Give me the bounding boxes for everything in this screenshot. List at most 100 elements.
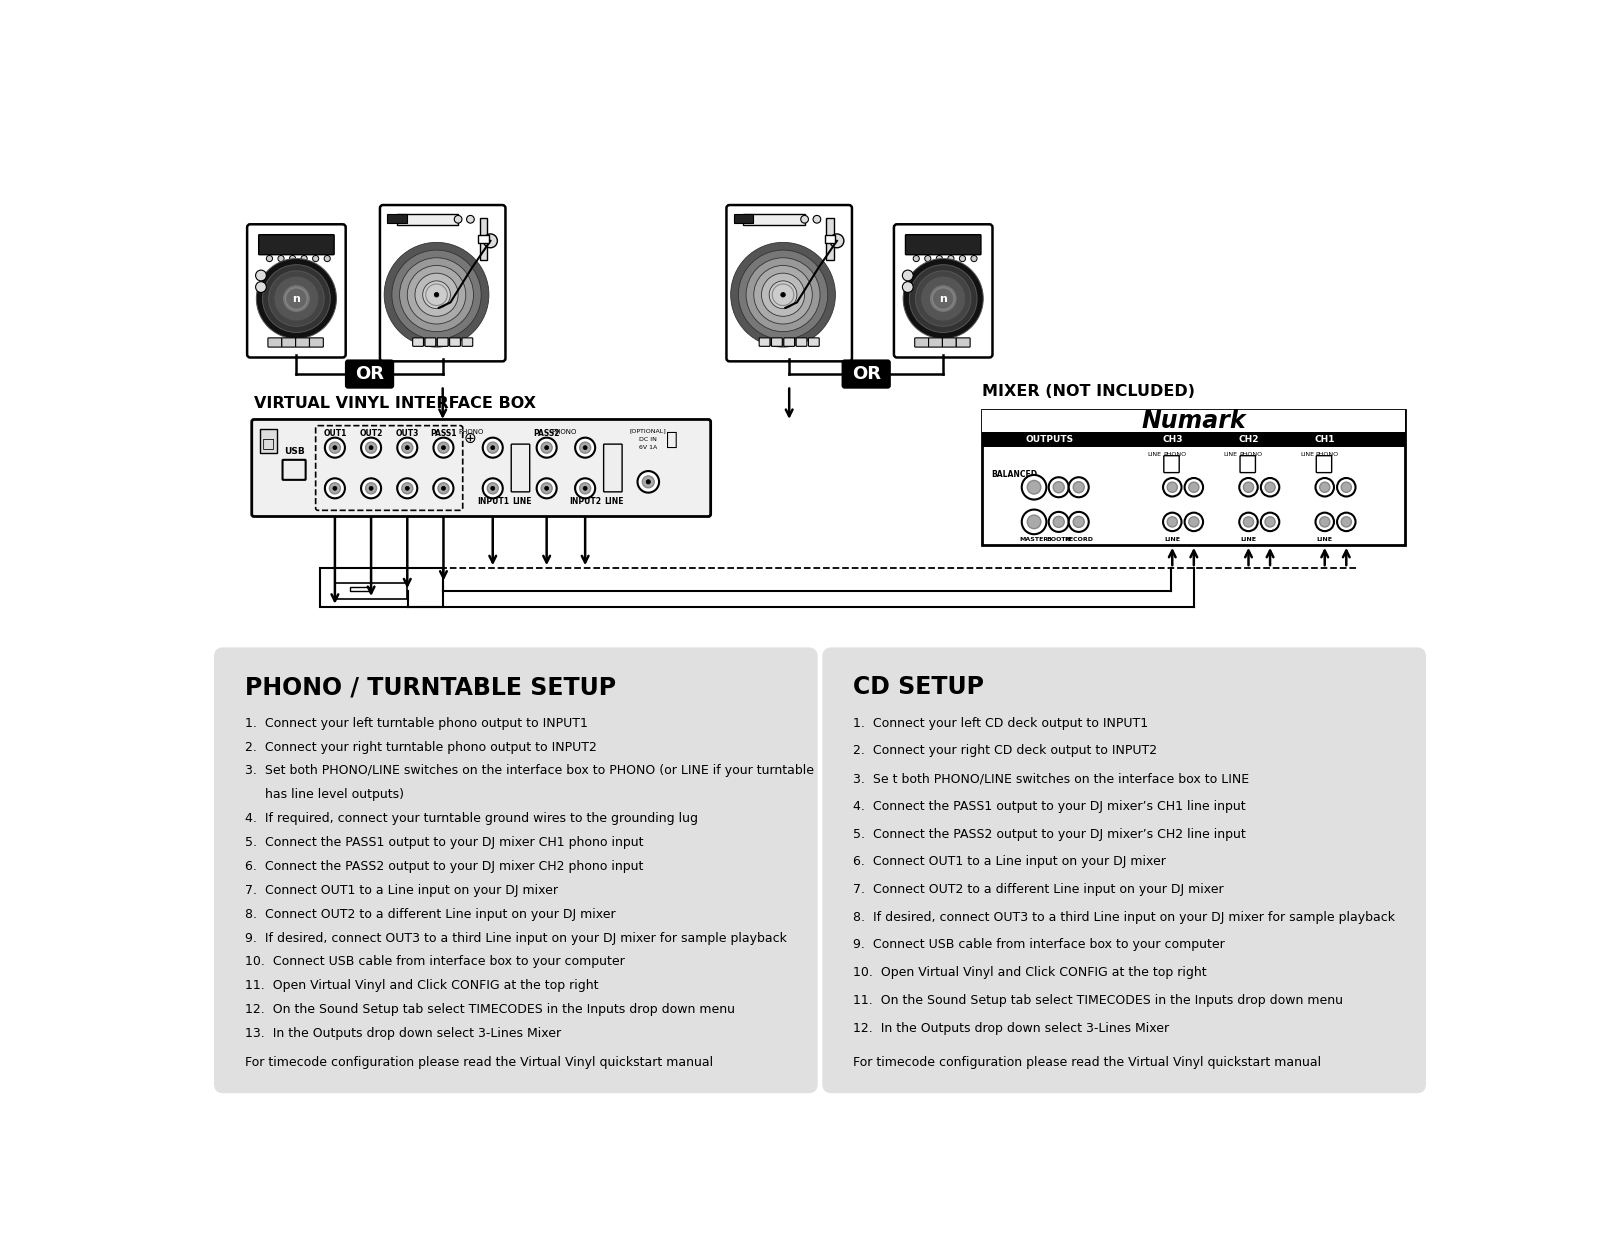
Text: PHONO: PHONO <box>1315 452 1339 456</box>
Text: OUTPUTS: OUTPUTS <box>1026 435 1074 444</box>
FancyBboxPatch shape <box>450 338 461 346</box>
Text: L: L <box>574 444 578 450</box>
FancyBboxPatch shape <box>259 235 334 255</box>
Text: LINE: LINE <box>1147 452 1162 456</box>
Circle shape <box>402 482 413 494</box>
Text: 7.  Connect OUT2 to a different Line input on your DJ mixer: 7. Connect OUT2 to a different Line inpu… <box>853 883 1224 896</box>
Circle shape <box>774 286 792 304</box>
Circle shape <box>902 270 914 281</box>
Text: 8.  Connect OUT2 to a different Line input on your DJ mixer: 8. Connect OUT2 to a different Line inpu… <box>245 908 616 920</box>
Text: 2.  Connect your right turntable phono output to INPUT2: 2. Connect your right turntable phono ou… <box>245 741 597 753</box>
Text: DC IN: DC IN <box>640 437 658 442</box>
FancyBboxPatch shape <box>603 444 622 492</box>
Circle shape <box>397 438 418 458</box>
Bar <box>334 584 408 599</box>
Text: PASS1: PASS1 <box>430 429 456 438</box>
Circle shape <box>909 265 978 333</box>
Text: 13.  In the Outputs drop down select 3-Lines Mixer: 13. In the Outputs drop down select 3-Li… <box>245 1027 562 1040</box>
Circle shape <box>582 445 587 450</box>
Bar <box>387 214 406 223</box>
Circle shape <box>544 486 549 490</box>
Circle shape <box>1166 482 1178 492</box>
Circle shape <box>488 482 498 494</box>
Circle shape <box>269 271 325 327</box>
Bar <box>982 411 1405 546</box>
Circle shape <box>405 486 410 490</box>
Circle shape <box>1261 477 1280 496</box>
Circle shape <box>405 445 410 450</box>
Circle shape <box>414 273 458 317</box>
Circle shape <box>1166 517 1178 527</box>
Bar <box>397 214 458 225</box>
Text: OUT1: OUT1 <box>323 429 347 438</box>
Circle shape <box>922 277 965 320</box>
Circle shape <box>731 242 835 348</box>
Circle shape <box>1338 512 1355 531</box>
Circle shape <box>256 282 266 292</box>
Circle shape <box>930 285 957 313</box>
Circle shape <box>330 482 341 494</box>
Text: PASS2: PASS2 <box>533 429 560 438</box>
Circle shape <box>1320 482 1330 492</box>
Circle shape <box>362 479 381 499</box>
Text: OR: OR <box>355 365 384 383</box>
Circle shape <box>637 471 659 492</box>
Circle shape <box>1048 512 1069 532</box>
Circle shape <box>947 256 954 262</box>
Circle shape <box>442 486 445 490</box>
Circle shape <box>541 442 552 453</box>
Circle shape <box>365 442 376 453</box>
Circle shape <box>1027 515 1042 528</box>
Circle shape <box>454 215 462 223</box>
Circle shape <box>256 270 266 281</box>
Text: OR: OR <box>851 365 880 383</box>
Circle shape <box>1074 516 1085 527</box>
Circle shape <box>1341 517 1352 527</box>
Bar <box>261 429 277 453</box>
Circle shape <box>301 256 307 262</box>
Text: INPUT1: INPUT1 <box>477 497 509 506</box>
Text: n: n <box>939 293 947 303</box>
Circle shape <box>1266 517 1275 527</box>
Circle shape <box>1074 481 1085 492</box>
Circle shape <box>370 445 373 450</box>
Text: USB: USB <box>283 447 304 456</box>
FancyBboxPatch shape <box>1163 455 1179 473</box>
Text: 4.  Connect the PASS1 output to your DJ mixer’s CH1 line input: 4. Connect the PASS1 output to your DJ m… <box>853 800 1246 813</box>
Circle shape <box>288 291 304 307</box>
Circle shape <box>579 482 590 494</box>
Circle shape <box>762 273 805 317</box>
Text: VIRTUAL VINYL INTERFACE BOX: VIRTUAL VINYL INTERFACE BOX <box>254 396 536 411</box>
Text: L: L <box>482 444 485 450</box>
Circle shape <box>438 442 450 453</box>
Bar <box>478 235 490 244</box>
Circle shape <box>813 215 821 223</box>
Text: 9.  Connect USB cable from interface box to your computer: 9. Connect USB cable from interface box … <box>853 939 1226 951</box>
Circle shape <box>1022 510 1046 534</box>
Text: CD SETUP: CD SETUP <box>853 675 984 699</box>
FancyBboxPatch shape <box>957 338 970 348</box>
Circle shape <box>1184 512 1203 531</box>
Circle shape <box>491 486 494 490</box>
Circle shape <box>442 445 445 450</box>
Text: 11.  Open Virtual Vinyl and Click CONFIG at the top right: 11. Open Virtual Vinyl and Click CONFIG … <box>245 980 598 992</box>
Text: L: L <box>397 444 400 450</box>
Text: R: R <box>432 485 437 491</box>
Circle shape <box>746 257 821 332</box>
Circle shape <box>275 277 318 320</box>
FancyBboxPatch shape <box>1317 455 1331 473</box>
Text: 1.  Connect your left turntable phono output to INPUT1: 1. Connect your left turntable phono out… <box>245 716 587 730</box>
Bar <box>742 214 805 225</box>
FancyBboxPatch shape <box>346 360 394 388</box>
Circle shape <box>1243 517 1253 527</box>
Circle shape <box>574 438 595 458</box>
Text: R: R <box>573 485 578 491</box>
Text: LINE: LINE <box>1240 537 1256 542</box>
Circle shape <box>362 438 381 458</box>
Circle shape <box>266 256 272 262</box>
Circle shape <box>781 292 786 297</box>
FancyBboxPatch shape <box>771 338 782 346</box>
Text: L: L <box>536 444 539 450</box>
Circle shape <box>483 234 498 247</box>
Bar <box>824 235 835 244</box>
